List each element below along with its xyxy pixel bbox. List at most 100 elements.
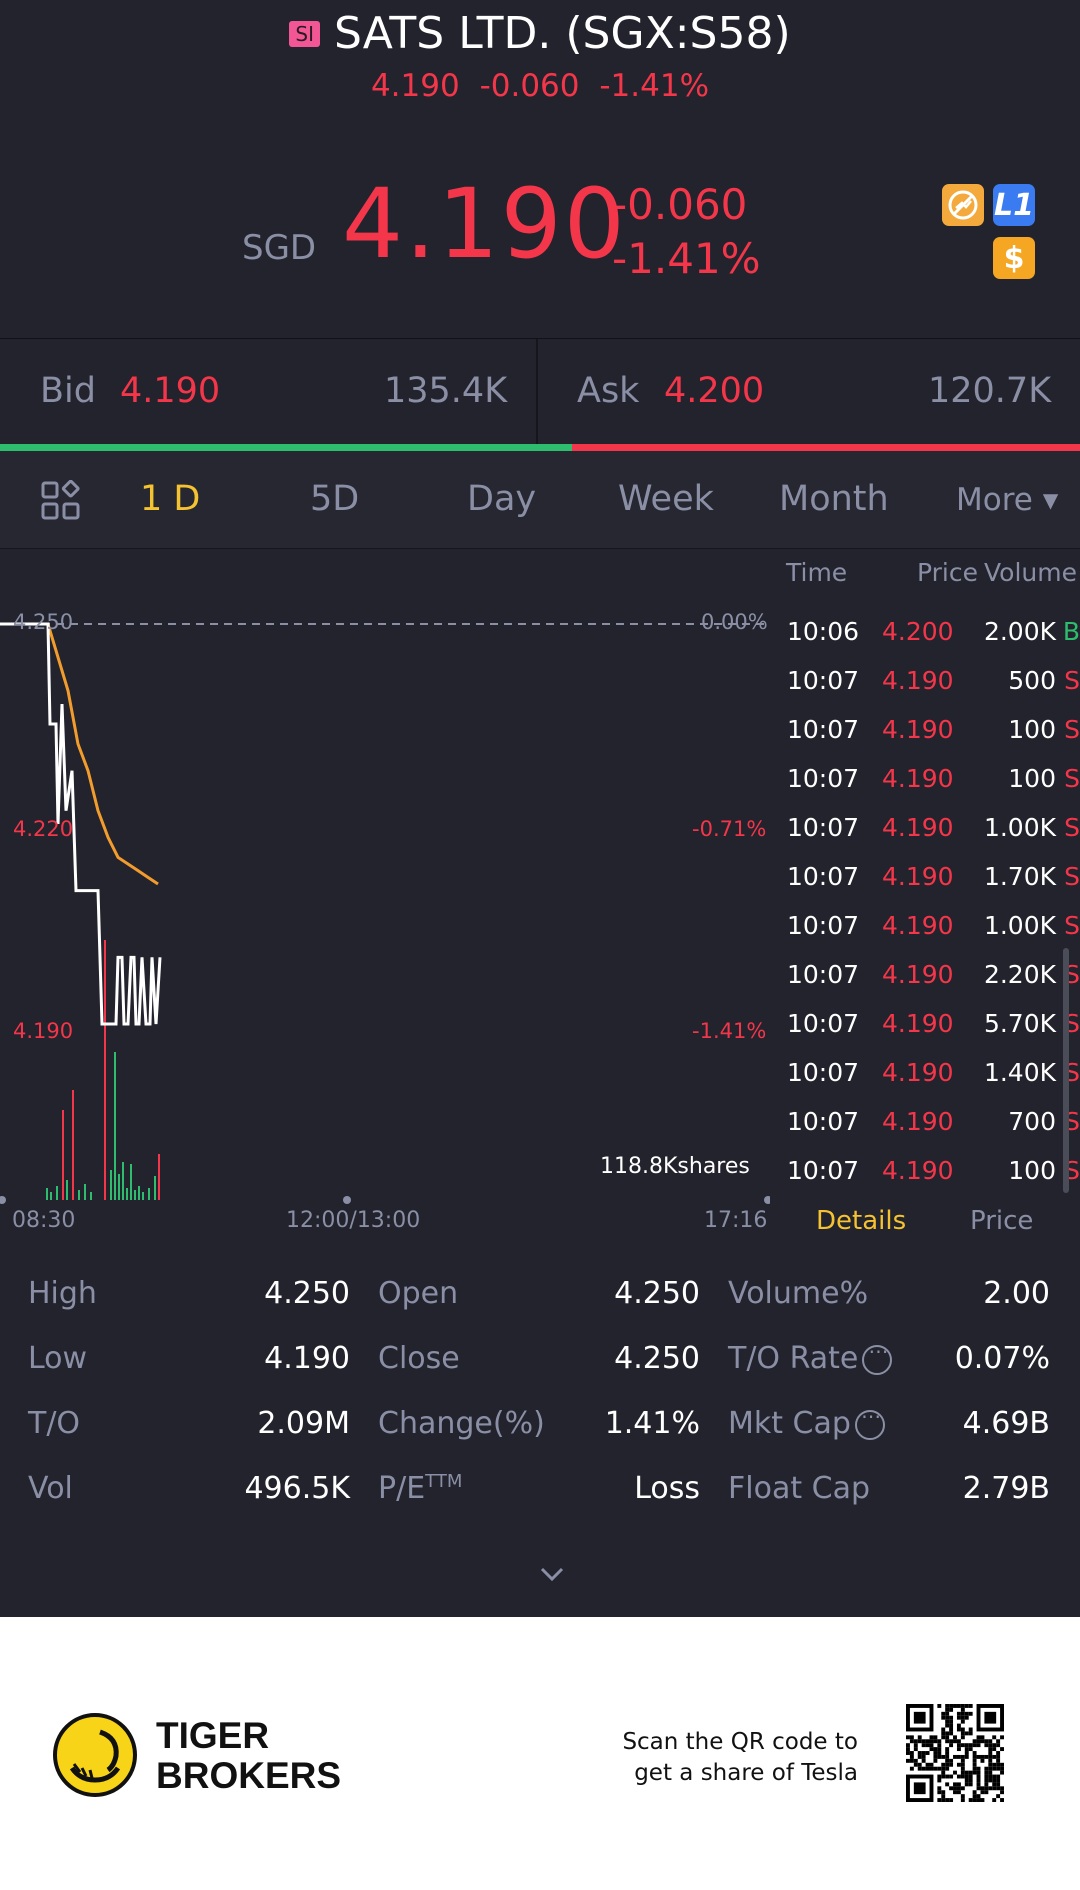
qr-module — [996, 1766, 1001, 1771]
tick-side: S — [1064, 715, 1080, 744]
qr-module — [960, 1731, 965, 1736]
volume-bar — [90, 1192, 92, 1200]
stat-label-change-pct: Change(%) — [378, 1406, 545, 1441]
tab-month[interactable]: Month — [779, 479, 889, 519]
tab-week[interactable]: Week — [618, 479, 714, 519]
qr-module — [941, 1774, 946, 1779]
qr-module — [956, 1786, 961, 1791]
qr-module — [909, 1754, 914, 1759]
stat-label-turnover: T/O — [28, 1406, 81, 1441]
intraday-chart[interactable]: 4.250 4.220 4.190 0.00% -0.71% -1.41% 11… — [0, 549, 770, 1209]
tick-time: 10:07 — [787, 764, 860, 793]
qr-module — [980, 1754, 985, 1759]
more-info-icon[interactable] — [862, 1339, 893, 1375]
tick-scrollbar[interactable] — [1063, 948, 1069, 1193]
volume-bar — [154, 1176, 156, 1200]
qr-module — [988, 1739, 993, 1744]
more-info-icon[interactable] — [854, 1404, 885, 1440]
qr-module — [960, 1743, 965, 1748]
qr-module — [941, 1715, 946, 1720]
qr-module — [913, 1762, 918, 1767]
time-label-lunch: 12:00/13:00 — [286, 1208, 421, 1233]
volume-bar — [104, 940, 106, 1200]
tick-price: 4.190 — [882, 1107, 954, 1136]
stat-label-open: Open — [378, 1276, 459, 1311]
qr-module — [953, 1704, 957, 1708]
qr-module — [953, 1770, 957, 1775]
ask-label: Ask — [577, 371, 640, 411]
tab-details[interactable]: Details — [816, 1206, 907, 1236]
qr-module — [945, 1739, 950, 1744]
qr-module — [964, 1715, 969, 1720]
pct-label-low: -1.41% — [692, 1019, 767, 1043]
tab-more[interactable]: More ▾ — [956, 482, 1059, 518]
qr-module — [1000, 1747, 1004, 1752]
axis-dot-mid — [343, 1196, 351, 1204]
stat-label-pe: P/ETTM — [378, 1471, 462, 1506]
bid-ask-panel: Bid 4.190 135.4K Ask 4.200 120.7K — [0, 338, 1080, 445]
l1-level-icon[interactable]: L1 — [993, 184, 1035, 226]
tick-time: 10:07 — [787, 1156, 860, 1185]
tick-side: S — [1064, 862, 1080, 891]
qr-module — [976, 1786, 981, 1791]
bid-ratio-bar — [0, 444, 573, 451]
layout-grid-icon[interactable] — [40, 480, 82, 522]
qr-module — [972, 1739, 977, 1744]
qr-module — [964, 1731, 969, 1736]
qr-module — [968, 1798, 973, 1802]
last-price: 4.190 — [342, 168, 627, 280]
pe-suffix: TTM — [425, 1471, 463, 1492]
qr-module — [1000, 1786, 1004, 1791]
qr-module — [968, 1743, 973, 1748]
stat-value-to-rate: 0.07% — [954, 1341, 1050, 1376]
qr-module — [945, 1711, 950, 1716]
page-title[interactable]: SATS LTD. (SGX:S58) — [333, 8, 791, 59]
dollar-icon[interactable]: $ — [993, 237, 1035, 279]
tick-price: 4.190 — [882, 666, 954, 695]
tab-5d[interactable]: 5D — [310, 479, 360, 519]
qr-module — [1000, 1762, 1004, 1767]
tab-price[interactable]: Price — [970, 1206, 1034, 1236]
volume-bar — [72, 1090, 74, 1200]
qr-module — [945, 1719, 950, 1724]
qr-module — [949, 1723, 954, 1728]
tick-volume: 2.20K — [983, 960, 1056, 989]
chevron-down-icon[interactable] — [538, 1560, 566, 1588]
volume-bar — [148, 1188, 150, 1200]
qr-code[interactable] — [906, 1704, 1004, 1802]
promo-line-2: get a share of Tesla — [634, 1760, 858, 1786]
qr-module — [972, 1743, 977, 1748]
volume-bar — [122, 1162, 124, 1200]
qr-module — [996, 1794, 1001, 1799]
qr-module — [956, 1723, 961, 1728]
qr-module — [1000, 1766, 1004, 1771]
qr-module — [968, 1711, 973, 1716]
tick-volume: 1.00K — [983, 911, 1056, 940]
stat-label-mkt-cap: Mkt Cap — [728, 1404, 885, 1441]
qr-module — [976, 1778, 981, 1783]
qr-module — [917, 1762, 922, 1767]
stat-value-float-cap: 2.79B — [962, 1471, 1050, 1506]
stat-value-high: 4.250 — [264, 1276, 350, 1311]
qr-module — [984, 1739, 989, 1744]
qr-module — [906, 1747, 910, 1752]
qr-module — [945, 1707, 950, 1712]
qr-module — [964, 1704, 969, 1708]
qr-module — [925, 1739, 930, 1744]
chart-period-tabs: 1 D 5D Day Week Month More ▾ — [0, 451, 1080, 549]
qr-module — [921, 1751, 926, 1755]
qr-module — [917, 1739, 922, 1744]
tab-1d[interactable]: 1 D — [140, 479, 201, 519]
qr-module — [988, 1751, 993, 1755]
qr-module — [913, 1758, 918, 1763]
tab-day[interactable]: Day — [467, 479, 537, 519]
tick-volume: 500 — [1008, 666, 1056, 695]
no-short-icon[interactable] — [942, 184, 984, 226]
qr-module — [988, 1743, 993, 1748]
qr-module — [937, 1786, 942, 1791]
tick-price: 4.190 — [882, 715, 954, 744]
qr-module — [960, 1707, 965, 1712]
time-label-close: 17:16 — [704, 1208, 768, 1233]
pe-text: P/E — [378, 1471, 426, 1506]
tick-price: 4.200 — [882, 617, 954, 646]
